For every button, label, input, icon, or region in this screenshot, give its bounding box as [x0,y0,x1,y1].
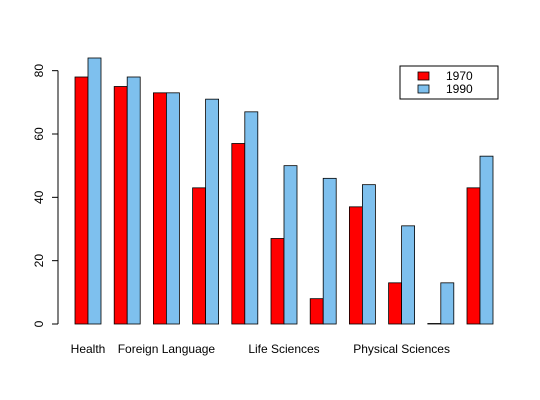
legend-swatch-1990 [417,84,430,94]
bar-1990-6 [283,165,298,325]
x-tick-label: Health [71,342,106,356]
x-tick-label: Physical Sciences [353,342,450,356]
y-tick-label: 60 [32,127,46,141]
legend-box [399,65,499,100]
bar-1970-10 [427,323,442,325]
y-tick-label: 80 [32,64,46,78]
y-tick-label: 0 [32,320,46,327]
bar-1990-1 [87,57,102,325]
bar-1990-7 [322,177,337,325]
bar-1970-8 [348,206,363,325]
y-tick-label: 20 [32,254,46,268]
bar-1990-11 [479,155,494,325]
y-axis: 0 20 40 60 80 [32,64,59,327]
bar-1970-6 [270,238,285,325]
bar-1970-4 [192,187,207,325]
bar-1990-5 [244,111,259,325]
bar-1990-8 [361,184,376,325]
bars [74,57,494,325]
bar-1990-4 [205,98,220,325]
y-tick-label: 40 [32,190,46,204]
bar-1970-5 [231,143,246,325]
bar-1970-11 [466,187,481,325]
x-axis-labels: Health Foreign Language Life Sciences Physi… [71,342,450,356]
bar-1990-10 [440,282,455,325]
bar-1970-7 [309,298,324,325]
bar-1970-2 [113,86,128,325]
legend-label-1990: 1990 [446,82,473,96]
bar-1970-3 [152,92,167,325]
bar-1970-9 [388,282,403,325]
x-tick-label: Foreign Language [118,342,216,356]
bar-1990-2 [126,76,141,325]
bar-1990-3 [165,92,180,325]
x-tick-label: Life Sciences [248,342,319,356]
bar-1990-9 [401,225,416,325]
legend: 1970 1990 [399,65,499,100]
bar-1970-1 [74,76,89,325]
legend-swatch-1970 [417,71,430,81]
legend-label-1970: 1970 [446,69,473,83]
